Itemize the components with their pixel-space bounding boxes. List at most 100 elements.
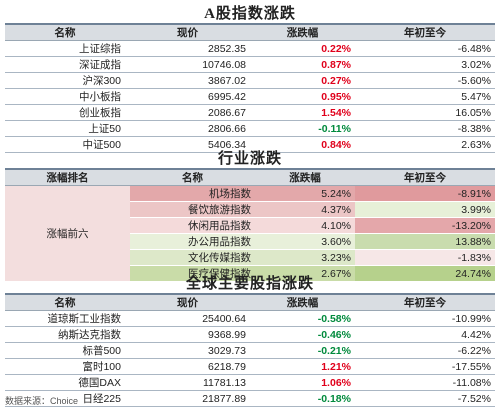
index-change: -0.18%	[250, 390, 355, 407]
industry-change: 4.10%	[255, 217, 355, 234]
index-name: 沪深300	[5, 72, 125, 89]
index-change: 1.06%	[250, 374, 355, 391]
global-table: 名称 现价 涨跌幅 年初至今 道琼斯工业指数 25400.64 -0.58% -10.…	[5, 293, 495, 407]
industry-section: 行业涨跌 涨幅排名 名称 涨跌幅 年初至今 涨幅前六 机场指数 5.24% -8.91…	[0, 150, 500, 282]
index-price: 6218.79	[125, 358, 250, 375]
index-change: -0.58%	[250, 310, 355, 327]
index-name: 上证综指	[5, 40, 125, 57]
table-row: 沪深300 3867.02 0.27% -5.60%	[5, 72, 495, 89]
table-row: 医疗保健指数 2.67% 24.74%	[5, 265, 495, 282]
industry-title: 行业涨跌	[217, 151, 282, 167]
industry-rows: 涨幅前六 机场指数 5.24% -8.91% 餐饮旅游指数 4.37% 3.99% 休闲用品指…	[5, 185, 495, 282]
index-name: 深证成指	[5, 56, 125, 73]
a-shares-title: A股指数涨跌	[204, 6, 296, 22]
industry-name: 休闲用品指数	[130, 217, 255, 234]
col-header-name: 名称	[5, 294, 125, 311]
table-row: 上证50 2806.66 -0.11% -8.38%	[5, 120, 495, 137]
table-row: 办公用品指数 3.60% 13.88%	[5, 233, 495, 250]
table-row: 餐饮旅游指数 4.37% 3.99%	[5, 201, 495, 218]
index-ytd: -6.22%	[355, 342, 495, 359]
industry-ytd: 3.99%	[355, 201, 495, 218]
table-row: 创业板指 2086.67 1.54% 16.05%	[5, 104, 495, 121]
index-ytd: 3.02%	[355, 56, 495, 73]
industry-ytd: -8.91%	[355, 185, 495, 202]
col-header-change: 涨跌幅	[255, 169, 355, 186]
index-price: 2806.66	[125, 120, 250, 137]
index-name: 富时100	[5, 358, 125, 375]
index-ytd: -7.52%	[355, 390, 495, 407]
index-ytd: 5.47%	[355, 88, 495, 105]
col-header-name: 名称	[130, 169, 255, 186]
col-header-name: 名称	[5, 24, 125, 41]
col-header-ytd: 年初至今	[355, 169, 495, 186]
table-row: 德国DAX 11781.13 1.06% -11.08%	[5, 374, 495, 391]
index-name: 中证500	[5, 136, 125, 153]
index-ytd: 2.63%	[355, 136, 495, 153]
table-row: 文化传媒指数 3.23% -1.83%	[5, 249, 495, 266]
industry-change: 4.37%	[255, 201, 355, 218]
index-price: 3029.73	[125, 342, 250, 359]
industry-name: 餐饮旅游指数	[130, 201, 255, 218]
table-row: 日经225 21877.89 -0.18% -7.52%	[5, 390, 495, 407]
industry-table: 涨幅排名 名称 涨跌幅 年初至今 涨幅前六 机场指数 5.24% -8.91% 餐饮旅游…	[5, 168, 495, 282]
index-change: -0.11%	[250, 120, 355, 137]
index-price: 5406.34	[125, 136, 250, 153]
index-name: 日经225	[5, 390, 125, 407]
global-rows: 道琼斯工业指数 25400.64 -0.58% -10.99% 纳斯达克指数 9368.9…	[5, 310, 495, 407]
table-row: 中证500 5406.34 0.84% 2.63%	[5, 136, 495, 153]
col-header-price: 现价	[125, 24, 250, 41]
index-name: 中小板指	[5, 88, 125, 105]
index-price: 3867.02	[125, 72, 250, 89]
index-ytd: -11.08%	[355, 374, 495, 391]
rank-group-label: 涨幅前六	[5, 185, 130, 282]
index-change: -0.21%	[250, 342, 355, 359]
index-price: 6995.42	[125, 88, 250, 105]
table-row: 休闲用品指数 4.10% -13.20%	[5, 217, 495, 234]
industry-name: 文化传媒指数	[130, 249, 255, 266]
table-row: 涨幅前六 机场指数 5.24% -8.91%	[5, 185, 495, 282]
col-header-change: 涨跌幅	[250, 294, 355, 311]
table-row: 深证成指 10746.08 0.87% 3.02%	[5, 56, 495, 73]
a-shares-section: A股指数涨跌 名称 现价 涨跌幅 年初至今 上证综指 2852.35 0.22% -6…	[0, 5, 500, 153]
index-change: 0.87%	[250, 56, 355, 73]
industry-ytd: -13.20%	[355, 217, 495, 234]
index-change: 0.27%	[250, 72, 355, 89]
table-row: 道琼斯工业指数 25400.64 -0.58% -10.99%	[5, 310, 495, 327]
col-header-ytd: 年初至今	[355, 294, 495, 311]
index-name: 道琼斯工业指数	[5, 310, 125, 327]
index-ytd: 4.42%	[355, 326, 495, 343]
index-price: 2852.35	[125, 40, 250, 57]
index-price: 2086.67	[125, 104, 250, 121]
index-price: 10746.08	[125, 56, 250, 73]
table-row: 中小板指 6995.42 0.95% 5.47%	[5, 88, 495, 105]
industry-change: 2.67%	[255, 265, 355, 282]
col-header-price: 现价	[125, 294, 250, 311]
index-change: 0.84%	[250, 136, 355, 153]
index-ytd: -8.38%	[355, 120, 495, 137]
index-ytd: -5.60%	[355, 72, 495, 89]
industry-change: 3.60%	[255, 233, 355, 250]
index-price: 25400.64	[125, 310, 250, 327]
col-header-rank: 涨幅排名	[5, 169, 130, 186]
table-row: 富时100 6218.79 1.21% -17.55%	[5, 358, 495, 375]
index-change: 0.22%	[250, 40, 355, 57]
industry-ytd: -1.83%	[355, 249, 495, 266]
table-row: 标普500 3029.73 -0.21% -6.22%	[5, 342, 495, 359]
col-header-change: 涨跌幅	[250, 24, 355, 41]
index-price: 11781.13	[125, 374, 250, 391]
index-name: 标普500	[5, 342, 125, 359]
table-row: 上证综指 2852.35 0.22% -6.48%	[5, 40, 495, 57]
industry-change: 5.24%	[255, 185, 355, 202]
industry-name: 医疗保健指数	[130, 265, 255, 282]
index-ytd: -10.99%	[355, 310, 495, 327]
global-section: 全球主要股指涨跌 名称 现价 涨跌幅 年初至今 道琼斯工业指数 25400.64-…	[0, 275, 500, 407]
index-change: 0.95%	[250, 88, 355, 105]
index-name: 上证50	[5, 120, 125, 137]
index-ytd: -17.55%	[355, 358, 495, 375]
index-change: 1.21%	[250, 358, 355, 375]
table-row: 纳斯达克指数 9368.99 -0.46% 4.42%	[5, 326, 495, 343]
a-shares-table: 名称 现价 涨跌幅 年初至今 上证综指 2852.35 0.22% -6.48% 深证成…	[5, 23, 495, 153]
global-title: 全球主要股指涨跌	[185, 276, 314, 292]
industry-name: 办公用品指数	[130, 233, 255, 250]
industry-ytd: 13.88%	[355, 233, 495, 250]
